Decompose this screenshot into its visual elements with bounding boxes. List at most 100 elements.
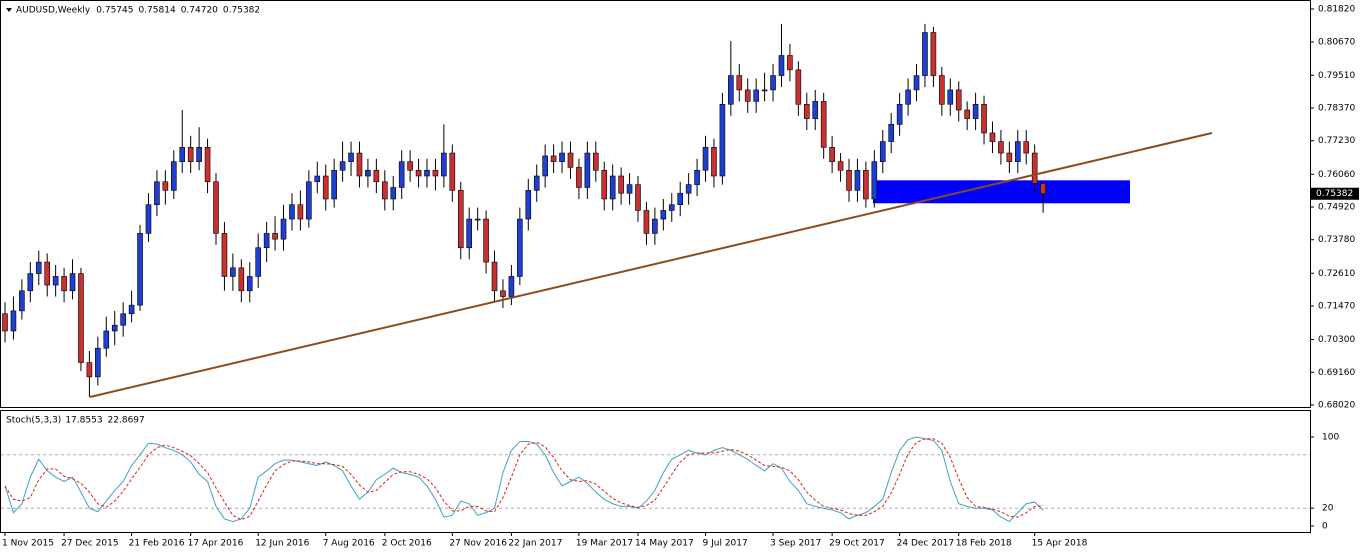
candle-body <box>635 184 641 211</box>
candle-body <box>550 155 557 162</box>
y-tick-label: 0.71470 <box>1318 302 1355 312</box>
candle-body <box>491 261 498 292</box>
candle-body <box>998 141 1004 154</box>
candle-body <box>365 169 371 177</box>
x-tick-label: 18 Feb 2018 <box>956 539 1012 549</box>
ohlc-value: 0.75814 <box>138 6 175 16</box>
candle-body <box>10 310 17 332</box>
candle-body <box>787 55 793 71</box>
candle-body <box>525 190 532 220</box>
candle-body <box>837 161 844 171</box>
candle-body <box>643 210 650 234</box>
candle-body <box>407 161 413 171</box>
y-tick-label: 0.72610 <box>1318 269 1355 279</box>
candle-body <box>272 233 278 240</box>
x-tick-label: 17 Apr 2016 <box>188 539 244 549</box>
ohlc-value: 0.74720 <box>181 6 218 16</box>
candle-body <box>398 161 405 188</box>
y-tick-label: 0.76060 <box>1318 170 1355 180</box>
candle-body <box>533 175 540 191</box>
candle-body <box>44 261 51 286</box>
candle-body <box>803 103 810 119</box>
candle-body <box>432 169 439 177</box>
candle-body <box>947 89 954 105</box>
candle-body <box>677 192 684 206</box>
candle-body <box>179 147 186 162</box>
candle-body <box>280 218 287 240</box>
candle-body <box>120 313 126 326</box>
candle-body <box>1006 152 1013 162</box>
candle-body <box>989 132 996 142</box>
candle-body <box>618 175 624 194</box>
candle-body <box>508 276 515 297</box>
candle-body <box>728 75 734 105</box>
menu-arrow <box>6 8 12 12</box>
x-tick-label: 19 Mar 2017 <box>576 539 633 549</box>
candle-body <box>652 218 658 234</box>
y-tick-label: 0.68020 <box>1318 401 1355 411</box>
candle-body <box>381 181 388 200</box>
chart-title: AUDUSD,Weekly <box>16 6 91 16</box>
candle-body <box>314 175 321 183</box>
candle-body <box>356 152 363 177</box>
x-tick-label: 24 Dec 2017 <box>897 539 955 549</box>
candle-body <box>441 152 447 177</box>
candle-body <box>660 210 667 220</box>
trendline <box>89 131 1213 398</box>
x-tick-label: 7 Aug 2016 <box>323 539 375 549</box>
stoch-value: 22.8697 <box>108 416 145 426</box>
candle-body <box>154 181 160 206</box>
candle-body <box>702 147 709 171</box>
candle-body <box>879 141 886 162</box>
y-tick-label: 0.70300 <box>1318 335 1355 345</box>
candle-body <box>517 218 523 277</box>
candle-body <box>19 290 25 312</box>
candle-body <box>542 155 548 177</box>
candle-body <box>95 347 101 378</box>
candle-body <box>213 181 219 234</box>
candle-body <box>1014 141 1021 162</box>
x-tick-label: 15 Apr 2018 <box>1032 539 1088 549</box>
main-panel <box>0 0 1311 408</box>
y-tick-label: 0.81820 <box>1318 5 1355 15</box>
y-tick-label: 0.77230 <box>1318 136 1355 146</box>
candle-body <box>609 175 616 200</box>
candle-body <box>373 169 380 183</box>
price-tag <box>1311 187 1359 200</box>
candle-body <box>913 75 920 91</box>
candle-body <box>86 362 93 378</box>
candle-body <box>424 169 430 177</box>
ohlc-value: 0.75745 <box>96 6 133 16</box>
candle-body <box>1031 152 1038 184</box>
candle-body <box>322 175 329 200</box>
candle-body <box>171 161 177 191</box>
candle-body <box>449 152 456 191</box>
x-tick-label: 12 Jun 2016 <box>255 539 309 549</box>
x-tick-label: 27 Dec 2015 <box>61 539 119 549</box>
y-tick-label: 0.73780 <box>1318 235 1355 245</box>
candle-body <box>1040 183 1046 195</box>
candle-body <box>761 89 768 92</box>
y-tick-label: 0.78370 <box>1318 104 1355 114</box>
candle-body <box>52 276 59 286</box>
candle-body <box>137 233 143 306</box>
candle-body <box>128 304 135 315</box>
candle-body <box>306 181 312 220</box>
y-tick-label: 0 <box>1322 522 1328 532</box>
candle-body <box>145 204 152 234</box>
y-tick-label: 0.80670 <box>1318 38 1355 48</box>
candle-body <box>61 276 67 292</box>
candle-body <box>955 89 962 111</box>
zone <box>873 180 1130 204</box>
candle-body <box>939 75 945 105</box>
candle-body <box>685 184 692 194</box>
candle-body <box>196 147 202 162</box>
candle-body <box>871 161 878 200</box>
y-tick-label: 20 <box>1322 504 1334 514</box>
candle-body <box>483 218 489 263</box>
stoch-value: 17.8553 <box>65 416 102 426</box>
candle-body <box>103 330 110 349</box>
candle-body <box>922 32 928 76</box>
candle-body <box>829 147 835 162</box>
